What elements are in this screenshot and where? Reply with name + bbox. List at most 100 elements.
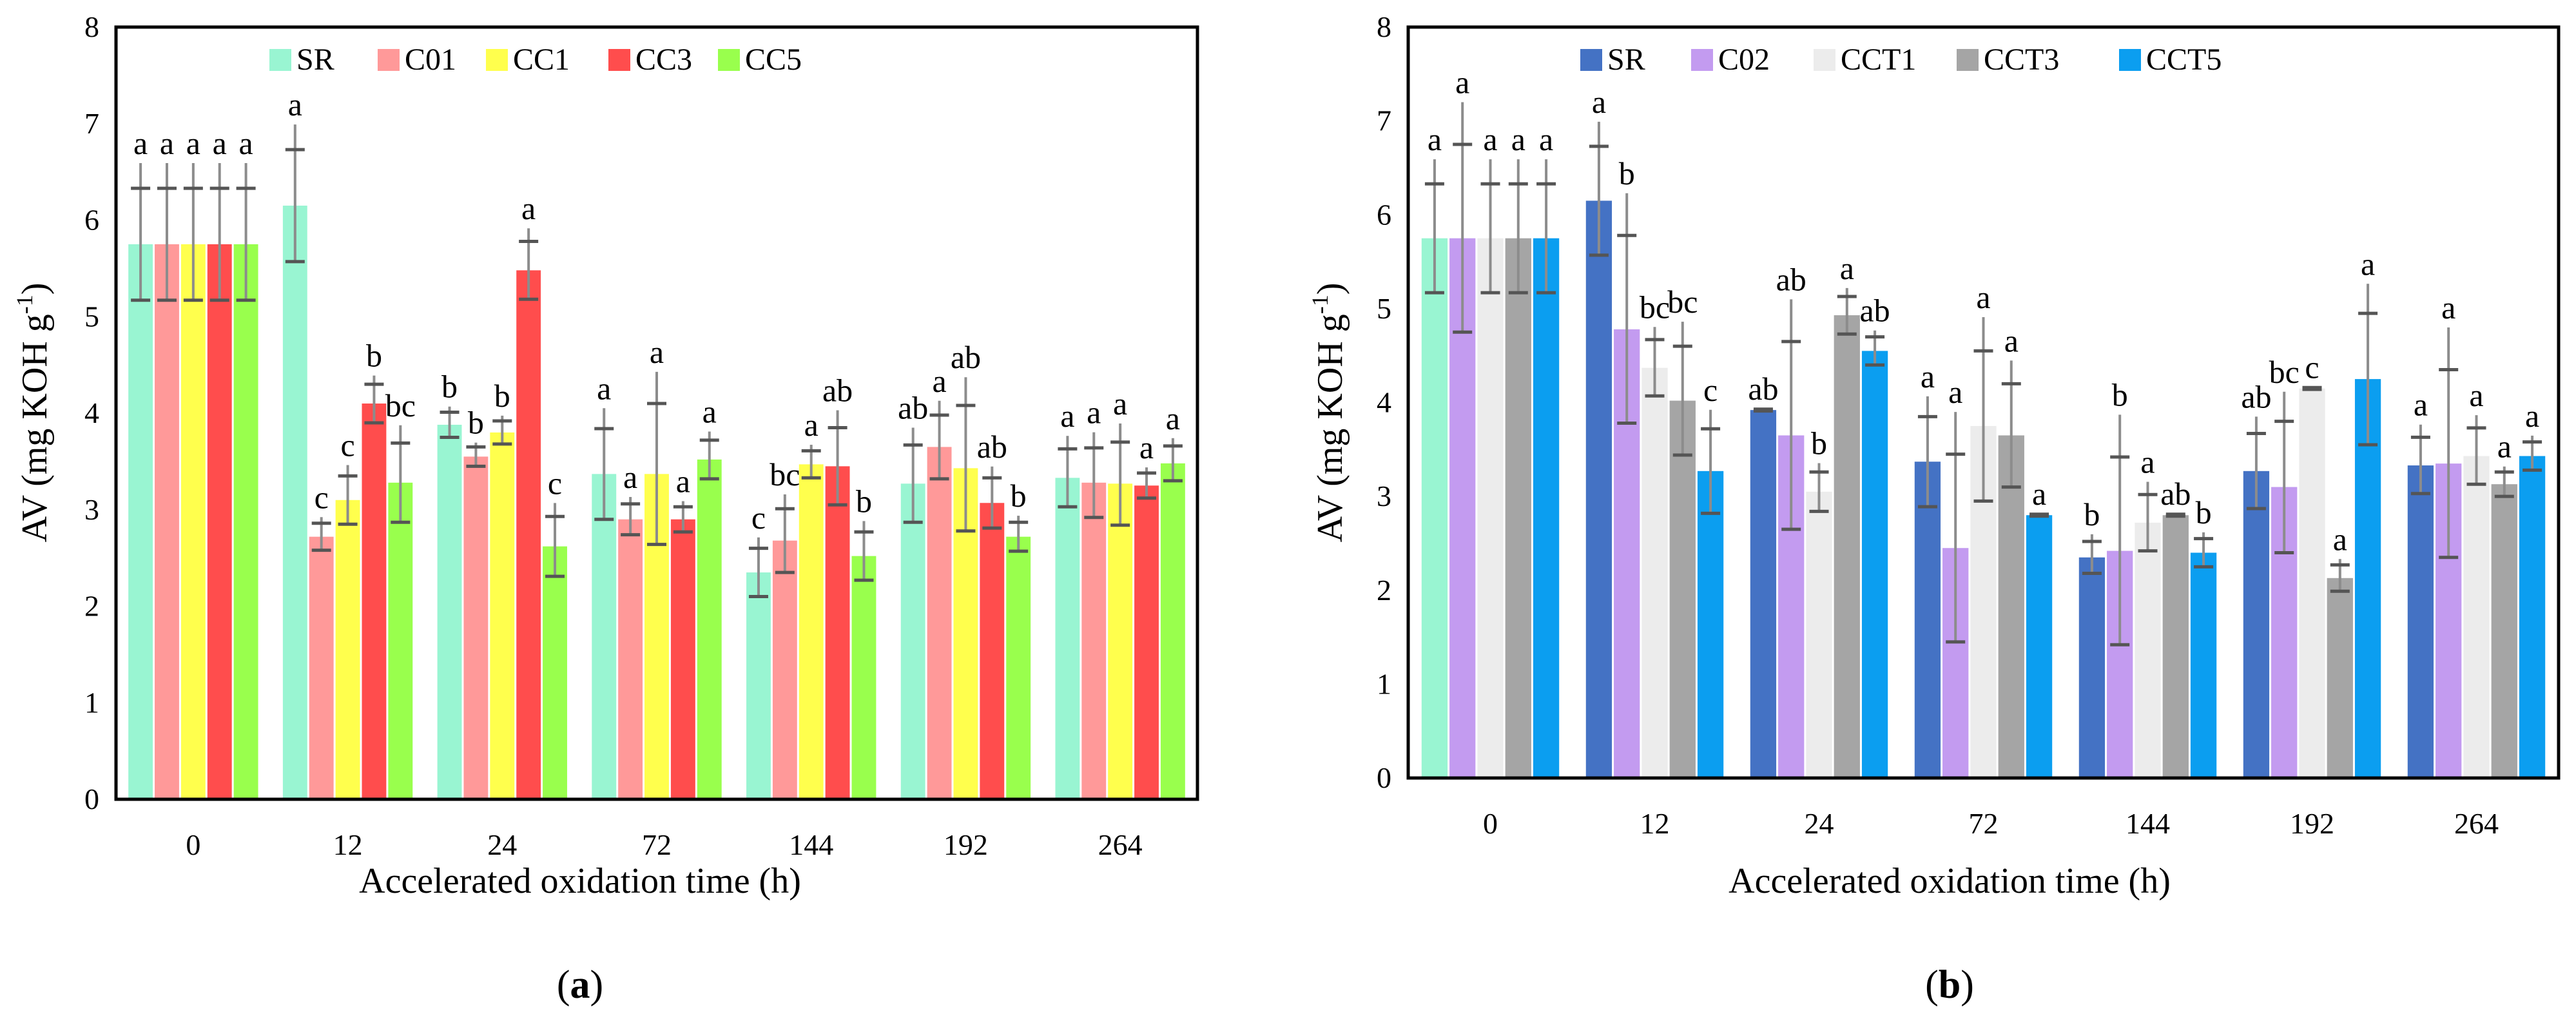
bar-SR-264[interactable] bbox=[1055, 478, 1080, 799]
legend-swatch-CCT1[interactable] bbox=[1814, 49, 1835, 71]
bar-CCT3-0[interactable] bbox=[1505, 238, 1531, 778]
bar-CCT5-144[interactable] bbox=[2190, 552, 2217, 779]
y-tick-label: 1 bbox=[1377, 667, 1391, 700]
legend-swatch-SR[interactable] bbox=[269, 49, 291, 71]
bar-C01-24[interactable] bbox=[463, 456, 489, 799]
bar-CC5-144[interactable] bbox=[851, 556, 876, 799]
legend-label-CC1: CC1 bbox=[513, 43, 570, 77]
bar-CCT3-192[interactable] bbox=[2327, 578, 2353, 778]
bar-C01-264[interactable] bbox=[1081, 482, 1107, 799]
bar-CCT3-144[interactable] bbox=[2162, 515, 2189, 778]
bar-C01-144[interactable] bbox=[772, 540, 797, 799]
bar-CCT3-72[interactable] bbox=[1998, 435, 2024, 778]
bar-CCT1-24[interactable] bbox=[1806, 491, 1832, 778]
bar-SR-0[interactable] bbox=[128, 244, 153, 799]
bar-CC5-24[interactable] bbox=[543, 546, 567, 799]
y-tick-label: 6 bbox=[84, 204, 99, 237]
bar-SR-24[interactable] bbox=[1750, 410, 1777, 778]
bar-C01-12[interactable] bbox=[309, 536, 334, 799]
bar-SR-192[interactable] bbox=[2243, 471, 2270, 778]
bar-CC1-264[interactable] bbox=[1108, 483, 1133, 799]
bar-CCT1-12[interactable] bbox=[1641, 367, 1668, 778]
significance-letter: a bbox=[521, 190, 536, 226]
bar-CC3-144[interactable] bbox=[825, 466, 850, 799]
bar-SR-0[interactable] bbox=[1421, 238, 1448, 778]
significance-letter: a bbox=[1948, 374, 1962, 410]
bar-CC5-12[interactable] bbox=[388, 482, 413, 799]
bar-SR-12[interactable] bbox=[282, 206, 307, 800]
bar-CCT5-264[interactable] bbox=[2519, 456, 2546, 778]
bar-CC1-12[interactable] bbox=[335, 500, 360, 799]
legend-swatch-CC3[interactable] bbox=[608, 49, 630, 71]
panel-label-open: ( bbox=[1925, 963, 1939, 1007]
legend-swatch-C01[interactable] bbox=[378, 49, 400, 71]
legend-swatch-CCT3[interactable] bbox=[1957, 49, 1979, 71]
bar-CC5-0[interactable] bbox=[233, 244, 258, 799]
bar-CCT3-24[interactable] bbox=[1834, 315, 1860, 779]
bar-CC5-192[interactable] bbox=[1006, 536, 1031, 799]
bar-CCT3-12[interactable] bbox=[1669, 400, 1696, 778]
significance-letter: a bbox=[1592, 84, 1606, 120]
x-tick-label: 72 bbox=[642, 828, 672, 861]
significance-letter: a bbox=[1840, 250, 1854, 286]
bar-CCT1-0[interactable] bbox=[1477, 238, 1504, 778]
y-tick-label: 0 bbox=[84, 783, 99, 815]
bar-CCT3-264[interactable] bbox=[2491, 484, 2517, 778]
significance-letter: c bbox=[340, 427, 354, 463]
legend-swatch-CC1[interactable] bbox=[486, 49, 508, 71]
significance-letter: a bbox=[702, 393, 717, 429]
bar-CCT5-24[interactable] bbox=[1861, 351, 1888, 778]
bar-C01-192[interactable] bbox=[927, 447, 952, 799]
y-axis-title: AV (mg KOH g-1) bbox=[1307, 283, 1350, 543]
bar-CCT1-192[interactable] bbox=[2299, 388, 2325, 778]
bar-SR-144[interactable] bbox=[746, 572, 771, 799]
significance-letter: bc bbox=[385, 387, 416, 423]
bar-SR-72[interactable] bbox=[592, 474, 617, 799]
legend-swatch-C02[interactable] bbox=[1691, 49, 1713, 71]
significance-letter: b bbox=[1011, 478, 1027, 514]
bar-SR-72[interactable] bbox=[1914, 462, 1941, 778]
significance-letter: b bbox=[468, 405, 484, 441]
bar-CCT5-0[interactable] bbox=[1533, 238, 1560, 778]
bar-CC3-264[interactable] bbox=[1134, 485, 1159, 799]
significance-letter: a bbox=[623, 459, 637, 495]
plot-frame bbox=[114, 25, 1199, 801]
bar-CC3-0[interactable] bbox=[207, 244, 232, 799]
bar-CC5-72[interactable] bbox=[697, 459, 722, 799]
bar-SR-24[interactable] bbox=[437, 424, 462, 799]
bar-CC3-12[interactable] bbox=[362, 404, 387, 799]
bar-CCT1-144[interactable] bbox=[2135, 522, 2161, 778]
bar-SR-12[interactable] bbox=[1585, 200, 1612, 778]
x-tick-label: 72 bbox=[1969, 807, 1999, 840]
x-tick-label: 192 bbox=[944, 828, 988, 861]
y-axis-title: AV (mg KOH g-1) bbox=[12, 283, 55, 543]
significance-letter: a bbox=[160, 125, 174, 161]
legend-swatch-CCT5[interactable] bbox=[2119, 49, 2141, 71]
bar-C01-0[interactable] bbox=[155, 244, 179, 799]
bar-CC1-24[interactable] bbox=[490, 432, 515, 799]
significance-letter: ab bbox=[2241, 378, 2271, 414]
significance-letter: a bbox=[2004, 322, 2019, 358]
bar-SR-264[interactable] bbox=[2407, 465, 2434, 778]
bar-CC1-144[interactable] bbox=[799, 464, 824, 799]
bar-CCT5-72[interactable] bbox=[2026, 515, 2053, 778]
bar-CC5-264[interactable] bbox=[1160, 463, 1185, 799]
significance-letter: a bbox=[676, 463, 690, 499]
y-axis-title-main: AV (mg KOH g bbox=[1310, 314, 1350, 542]
y-tick-label: 0 bbox=[1377, 761, 1391, 794]
significance-letter: a bbox=[804, 407, 818, 443]
y-tick-label: 5 bbox=[1377, 292, 1391, 325]
bar-CC3-72[interactable] bbox=[670, 519, 695, 799]
bar-C01-72[interactable] bbox=[618, 519, 643, 799]
y-tick-label: 8 bbox=[84, 10, 99, 43]
legend-swatch-SR[interactable] bbox=[1580, 49, 1602, 71]
legend-swatch-CC5[interactable] bbox=[718, 49, 740, 71]
panel-label: (b) bbox=[1925, 963, 1974, 1007]
bar-CCT1-264[interactable] bbox=[2463, 456, 2490, 778]
bar-CC1-0[interactable] bbox=[180, 244, 206, 799]
bar-SR-144[interactable] bbox=[2078, 557, 2106, 778]
bar-CC3-192[interactable] bbox=[980, 503, 1005, 799]
bar-CC3-24[interactable] bbox=[516, 270, 541, 799]
bar-SR-192[interactable] bbox=[900, 483, 925, 799]
bar-CCT5-12[interactable] bbox=[1697, 471, 1724, 778]
